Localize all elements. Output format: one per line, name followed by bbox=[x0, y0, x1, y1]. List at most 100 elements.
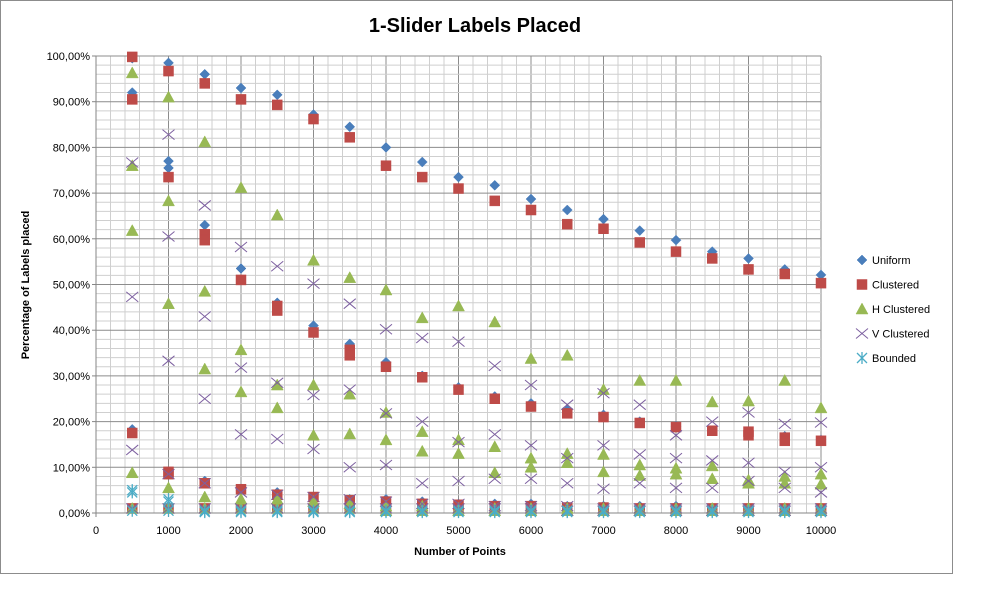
data-point bbox=[272, 305, 283, 316]
data-point bbox=[743, 264, 754, 275]
data-point bbox=[198, 284, 212, 297]
y-tick-label: 70,00% bbox=[53, 188, 91, 200]
data-point bbox=[162, 194, 175, 207]
data-point bbox=[488, 473, 502, 485]
data-point bbox=[379, 283, 393, 296]
data-point bbox=[308, 506, 319, 519]
data-point bbox=[705, 395, 719, 408]
data-point bbox=[524, 379, 538, 391]
legend-label: Bounded bbox=[872, 353, 916, 365]
data-point bbox=[344, 121, 356, 133]
data-point bbox=[524, 473, 538, 485]
data-point bbox=[597, 483, 610, 495]
legend-marker bbox=[856, 352, 868, 364]
legend-marker bbox=[855, 302, 869, 315]
data-point bbox=[707, 425, 718, 436]
y-tick-label: 40,00% bbox=[53, 325, 91, 337]
data-point bbox=[453, 183, 464, 194]
data-point bbox=[126, 504, 138, 517]
data-point bbox=[343, 387, 357, 400]
chart-frame bbox=[0, 0, 953, 574]
data-point bbox=[560, 348, 574, 361]
data-point bbox=[705, 482, 719, 494]
data-point bbox=[307, 428, 320, 441]
data-point bbox=[597, 387, 610, 399]
data-point bbox=[634, 225, 646, 236]
data-point bbox=[814, 477, 828, 490]
data-point bbox=[126, 486, 138, 499]
data-point bbox=[162, 231, 175, 242]
data-point bbox=[488, 360, 502, 372]
data-point bbox=[488, 466, 502, 479]
data-point bbox=[198, 135, 212, 148]
legend-item-h-clustered: H Clustered bbox=[855, 302, 930, 316]
data-point bbox=[670, 234, 682, 246]
data-point bbox=[705, 472, 719, 484]
data-point bbox=[125, 444, 139, 456]
data-point bbox=[380, 160, 392, 171]
data-point bbox=[234, 385, 248, 398]
data-point bbox=[670, 421, 682, 433]
y-tick-label: 50,00% bbox=[53, 280, 91, 292]
legend-label: Uniform bbox=[872, 255, 911, 267]
data-point bbox=[814, 417, 828, 428]
data-point bbox=[198, 200, 212, 211]
data-point bbox=[633, 373, 647, 386]
data-point bbox=[743, 430, 754, 441]
data-point bbox=[779, 435, 790, 447]
data-point bbox=[271, 506, 283, 519]
legend-item-uniform: Uniform bbox=[856, 254, 911, 267]
data-point bbox=[379, 459, 393, 471]
y-tick-label: 60,00% bbox=[53, 234, 91, 246]
data-point bbox=[742, 475, 755, 487]
data-point bbox=[488, 429, 502, 440]
data-point bbox=[343, 461, 357, 473]
data-point bbox=[163, 162, 174, 174]
data-point bbox=[380, 361, 392, 373]
data-point bbox=[198, 393, 212, 405]
data-point bbox=[125, 466, 139, 479]
data-point bbox=[162, 355, 175, 367]
x-tick-label: 3000 bbox=[301, 525, 325, 537]
legend-marker bbox=[856, 279, 868, 290]
data-point bbox=[343, 384, 357, 395]
data-point bbox=[633, 458, 647, 471]
x-tick-label: 2000 bbox=[229, 525, 253, 537]
data-point bbox=[598, 411, 609, 423]
series-clustered bbox=[127, 51, 827, 516]
data-point bbox=[778, 466, 792, 478]
chart-title: 1-Slider Labels Placed bbox=[369, 15, 581, 37]
data-point bbox=[235, 274, 247, 286]
data-point bbox=[272, 99, 283, 111]
data-point bbox=[163, 65, 174, 77]
data-point bbox=[235, 94, 247, 105]
axes: 0 1000 2000 3000 4000 5000 6000 7000 8000 9000 100… bbox=[47, 51, 837, 537]
x-tick-label: 10000 bbox=[806, 525, 837, 537]
x-tick-label: 9000 bbox=[736, 525, 760, 537]
data-point bbox=[125, 291, 139, 303]
data-point bbox=[560, 399, 574, 411]
data-point bbox=[415, 477, 429, 489]
data-point bbox=[234, 343, 248, 356]
data-point bbox=[127, 94, 138, 105]
data-point bbox=[742, 394, 755, 407]
x-tick-label: 4000 bbox=[374, 525, 398, 537]
data-point bbox=[743, 253, 754, 264]
data-point bbox=[344, 350, 355, 361]
data-point bbox=[127, 427, 138, 439]
data-point bbox=[742, 457, 755, 469]
y-axis-label: Percentage of Labels placed bbox=[20, 211, 32, 360]
data-point bbox=[234, 362, 248, 374]
data-point bbox=[633, 477, 647, 489]
data-point bbox=[453, 171, 464, 183]
data-point bbox=[525, 204, 537, 216]
data-point bbox=[162, 468, 175, 480]
data-point bbox=[560, 456, 574, 468]
x-axis-label: Number of Points bbox=[414, 546, 506, 558]
series-bounded bbox=[126, 484, 827, 519]
data-point bbox=[742, 476, 755, 489]
data-point bbox=[343, 298, 357, 310]
data-point bbox=[705, 455, 719, 466]
data-point bbox=[669, 373, 683, 386]
